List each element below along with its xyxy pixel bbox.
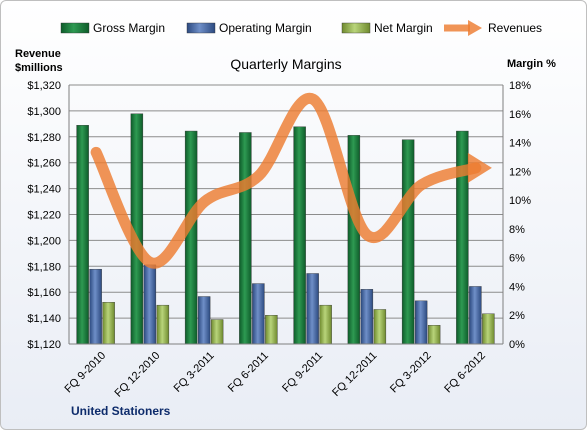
legend-label-revenues: Revenues bbox=[488, 21, 542, 35]
left-tick-label: $1,200 bbox=[27, 235, 61, 247]
bar-gross-margin bbox=[401, 139, 415, 345]
chart-title: Quarterly Margins bbox=[230, 56, 341, 72]
revenues-line bbox=[90, 92, 482, 269]
left-tick-label: $1,240 bbox=[27, 184, 61, 196]
bar-operating-margin bbox=[197, 296, 211, 345]
left-tick-label: $1,280 bbox=[27, 132, 61, 144]
bar-operating-margin bbox=[414, 300, 428, 345]
bar-net-margin bbox=[156, 304, 170, 345]
category-label: FQ 3-2011 bbox=[172, 350, 217, 395]
category-label: FQ 12-2011 bbox=[330, 350, 379, 399]
bar-operating-margin bbox=[252, 283, 265, 345]
category-label: FQ 9-2010 bbox=[63, 350, 109, 396]
bar-gross-margin bbox=[239, 132, 252, 345]
legend-swatch-gross-margin bbox=[60, 22, 90, 34]
right-tick-label: 14% bbox=[509, 138, 531, 150]
category-label: FQ 6-2011 bbox=[226, 350, 271, 395]
bar-gross-margin bbox=[456, 130, 469, 345]
bar-gross-margin bbox=[347, 135, 361, 345]
category-label: FQ 12-2010 bbox=[113, 350, 163, 400]
bar-gross-margin bbox=[76, 125, 89, 345]
bar-net-margin bbox=[319, 304, 332, 345]
legend-label-operating-margin: Operating Margin bbox=[219, 21, 312, 35]
right-tick-label: 4% bbox=[509, 281, 525, 293]
revenues-arrowhead bbox=[467, 152, 492, 183]
bar-net-margin bbox=[210, 319, 224, 345]
bar-operating-margin bbox=[306, 273, 319, 345]
bar-net-margin bbox=[102, 302, 115, 345]
bar-operating-margin bbox=[360, 289, 374, 345]
left-tick-label: $1,300 bbox=[27, 106, 61, 118]
bar-net-margin bbox=[482, 313, 495, 345]
right-tick-label: 16% bbox=[509, 109, 531, 121]
left-axis-label-line2: $millions bbox=[15, 62, 63, 74]
left-tick-label: $1,260 bbox=[27, 158, 61, 170]
legend-swatch-operating-margin bbox=[186, 22, 216, 34]
left-tick-label: $1,220 bbox=[27, 210, 61, 222]
bar-operating-margin bbox=[469, 286, 482, 345]
left-tick-label: $1,320 bbox=[27, 80, 61, 92]
category-label: FQ 3-2012 bbox=[388, 350, 434, 396]
right-tick-label: 10% bbox=[509, 195, 531, 207]
right-axis-label: Margin % bbox=[507, 58, 556, 70]
category-label: FQ 6-2012 bbox=[442, 350, 488, 396]
bar-net-margin bbox=[373, 309, 387, 345]
right-tick-label: 8% bbox=[509, 224, 525, 236]
bar-net-margin bbox=[427, 325, 441, 345]
legend-swatch-net-margin bbox=[341, 22, 371, 34]
category-label: FQ 9-2011 bbox=[280, 350, 325, 395]
bar-net-margin bbox=[265, 315, 278, 345]
right-tick-label: 2% bbox=[509, 310, 525, 322]
legend-label-net-margin: Net Margin bbox=[374, 21, 433, 35]
right-tick-label: 0% bbox=[509, 339, 525, 351]
bar-operating-margin bbox=[89, 268, 102, 345]
right-tick-label: 18% bbox=[509, 80, 531, 92]
left-axis-label-line1: Revenue bbox=[15, 48, 61, 60]
bar-gross-margin bbox=[293, 126, 306, 345]
left-tick-label: $1,140 bbox=[27, 313, 61, 325]
legend-label-gross-margin: Gross Margin bbox=[93, 21, 165, 35]
bar-gross-margin bbox=[184, 130, 198, 345]
bar-operating-margin bbox=[143, 264, 157, 345]
left-tick-label: $1,180 bbox=[27, 261, 61, 273]
footer-label: United Stationers bbox=[71, 404, 171, 418]
right-tick-label: 12% bbox=[509, 166, 531, 178]
right-tick-label: 6% bbox=[509, 253, 525, 265]
legend-arrow-revenues bbox=[468, 20, 482, 36]
left-tick-label: $1,120 bbox=[27, 339, 61, 351]
left-tick-label: $1,160 bbox=[27, 287, 61, 299]
